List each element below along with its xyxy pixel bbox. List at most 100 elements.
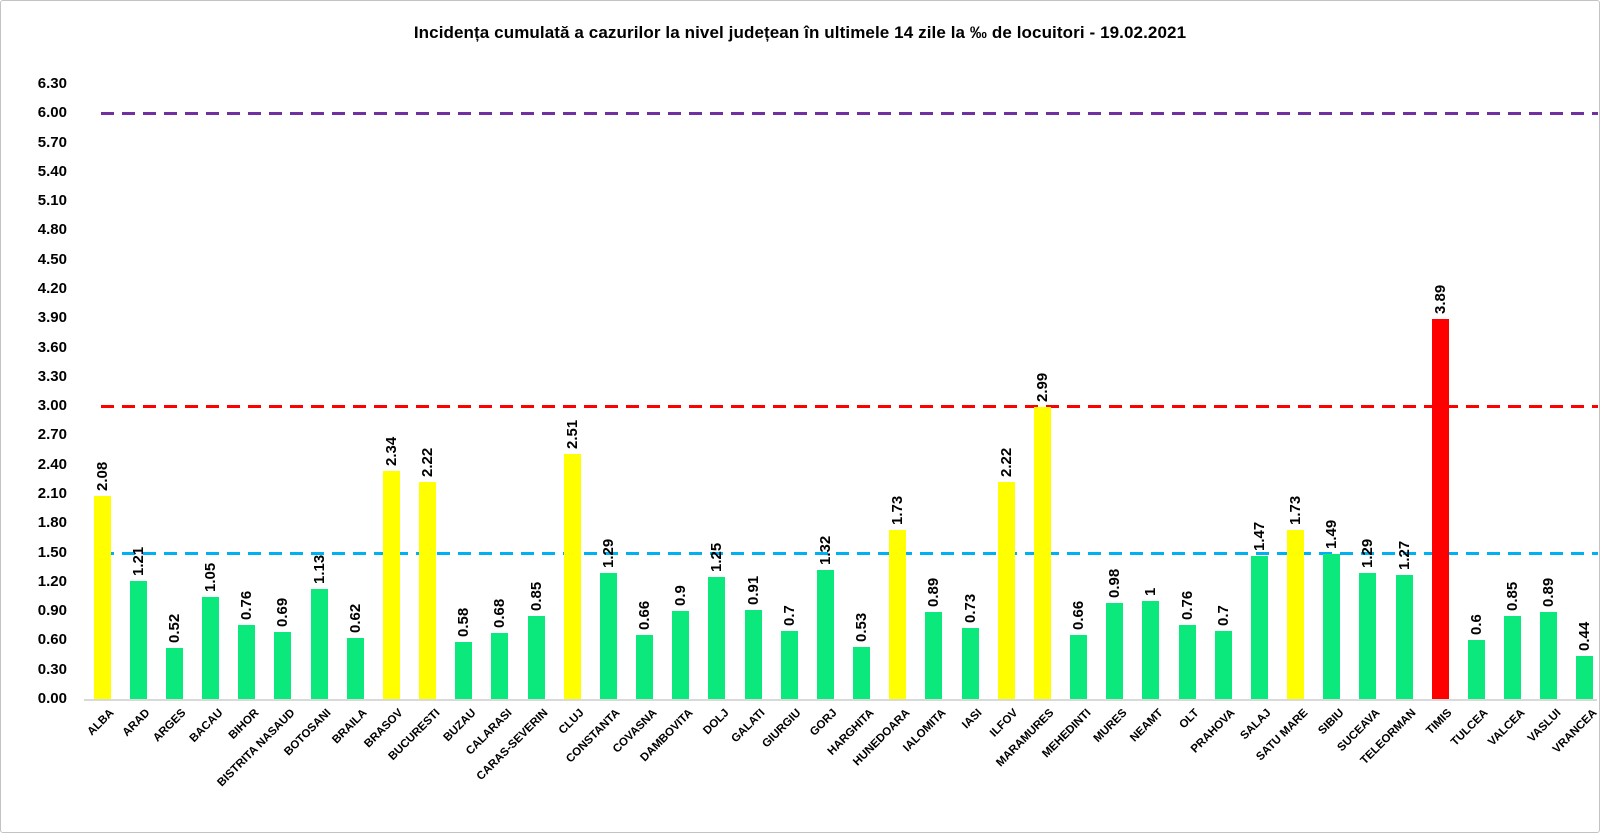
bar-value-label: 0.98: [1106, 569, 1124, 599]
bar-value-label: 2.22: [419, 448, 437, 478]
bar-value-label: 1.29: [599, 538, 617, 569]
bar-value-label: 0.66: [1070, 600, 1088, 630]
bar-vrancea: [1576, 656, 1594, 699]
bar-value-label: 0.7: [780, 604, 798, 626]
bar-value-label: 2.99: [1033, 372, 1051, 403]
bar-value-label: 0.85: [1504, 581, 1522, 612]
bar-sibiu: [1323, 553, 1341, 699]
bar-bihor: [238, 624, 256, 699]
y-axis-tick-label: 0.00: [37, 690, 67, 707]
bar-caras-severin: [527, 616, 545, 699]
bar-value-label: 2.51: [563, 419, 581, 449]
bar-value-label: 0.89: [1540, 577, 1558, 608]
bar-satu-mare: [1287, 530, 1305, 699]
y-axis-tick-label: 3.30: [37, 367, 67, 385]
y-axis-tick-label: 6.30: [37, 75, 67, 92]
bar-value-label: 1: [1142, 588, 1160, 597]
bar-value-label: 0.58: [455, 608, 473, 638]
bar-buzau: [455, 642, 473, 699]
bar-hunedoara: [889, 530, 907, 699]
x-axis-line: [84, 699, 1597, 701]
y-axis-tick-label: 2.70: [37, 426, 67, 444]
bar-value-label: 0.76: [238, 590, 256, 620]
bar-vaslui: [1540, 612, 1558, 699]
y-axis-tick-label: 1.20: [37, 572, 67, 590]
y-axis-tick-label: 0.60: [37, 631, 67, 649]
y-axis-tick-label: 6.00: [37, 104, 67, 122]
bar-dambovita: [672, 611, 690, 699]
bar-value-label: 1.13: [310, 554, 328, 584]
y-axis-tick-label: 4.80: [37, 221, 67, 239]
bar-teleorman: [1395, 575, 1413, 699]
bar-value-label: 0.62: [346, 604, 364, 634]
y-axis-tick-label: 3.00: [37, 397, 67, 415]
y-axis-tick-label: 3.60: [37, 338, 67, 356]
y-axis-tick-label: 0.90: [37, 602, 67, 620]
bar-covasna: [636, 634, 654, 699]
bar-value-label: 0.85: [527, 581, 545, 612]
bar-value-label: 0.68: [491, 598, 509, 628]
bar-value-label: 0.6: [1467, 614, 1485, 636]
bar-brasov: [382, 470, 400, 699]
bar-alba: [93, 495, 111, 699]
y-axis-tick-label: 5.40: [37, 162, 67, 180]
bar-value-label: 0.9: [672, 585, 690, 607]
bar-value-label: 0.69: [274, 597, 292, 627]
bar-value-label: 0.89: [925, 577, 943, 608]
bar-neamt: [1142, 601, 1160, 699]
bar-value-label: 1.73: [1287, 495, 1305, 526]
bar-value-label: 3.89: [1431, 285, 1449, 315]
y-axis-tick-label: 2.10: [37, 485, 67, 502]
bar-bacau: [202, 596, 219, 699]
bar-value-label: 0.76: [1178, 590, 1196, 620]
bar-value-label: 0.73: [961, 593, 979, 623]
bar-suceava: [1359, 573, 1377, 699]
bar-botosani: [310, 588, 328, 699]
y-axis-tick-label: 1.50: [37, 543, 67, 561]
bar-iasi: [961, 627, 979, 699]
bar-mures: [1106, 603, 1124, 699]
bar-value-label: 0.91: [744, 575, 762, 606]
bar-ilfov: [997, 482, 1015, 699]
y-axis-tick-label: 5.10: [37, 192, 67, 210]
y-axis-tick-label: 1.80: [37, 514, 67, 532]
bar-value-label: 1.73: [889, 495, 907, 526]
y-axis-tick-label: 2.40: [37, 455, 67, 473]
bar-value-label: 1.25: [708, 542, 726, 572]
bar-value-label: 1.05: [202, 562, 219, 592]
y-axis-tick-label: 3.90: [37, 309, 67, 327]
bar-value-label: 2.34: [382, 436, 400, 466]
threshold-line-1.5: [101, 551, 1598, 555]
plot-area: 2.08 1.21 0.52 1.05 0.76 0.69 1.13 0.62 2.34 2.22…: [91, 84, 1598, 699]
threshold-line-3: [101, 405, 1598, 409]
bar-value-label: 0.44: [1576, 621, 1594, 652]
bar-value-label: 0.7: [1214, 604, 1232, 626]
bar-harghita: [853, 647, 871, 699]
threshold-line-6: [101, 112, 1598, 116]
bar-braila: [346, 638, 364, 699]
bar-prahova: [1214, 630, 1232, 699]
bar-ialomita: [925, 612, 943, 699]
chart-title: Incidența cumulată a cazurilor la nivel …: [413, 23, 1187, 42]
bar-value-label: 2.08: [93, 461, 111, 491]
bar-value-label: 1.21: [129, 546, 147, 576]
bar-arad: [129, 580, 147, 699]
bar-galati: [744, 610, 762, 699]
bar-maramures: [1033, 407, 1051, 699]
bar-calarasi: [491, 632, 509, 699]
y-axis-tick-label: 4.50: [37, 250, 67, 268]
bar-value-label: 1.27: [1395, 540, 1413, 571]
bar-value-label: 1.47: [1250, 521, 1268, 551]
bar-gorj: [816, 570, 834, 699]
bar-value-label: 1.32: [816, 535, 834, 566]
bar-cluj: [563, 453, 581, 699]
bar-tulcea: [1467, 640, 1485, 699]
bar-olt: [1178, 624, 1196, 699]
y-axis-tick-label: 4.20: [37, 280, 67, 297]
bar-timis: [1431, 319, 1449, 699]
bar-arges: [165, 648, 183, 699]
y-axis-tick-label: 5.70: [37, 133, 67, 151]
bar-giurgiu: [780, 630, 798, 699]
bar-dolj: [708, 576, 726, 699]
